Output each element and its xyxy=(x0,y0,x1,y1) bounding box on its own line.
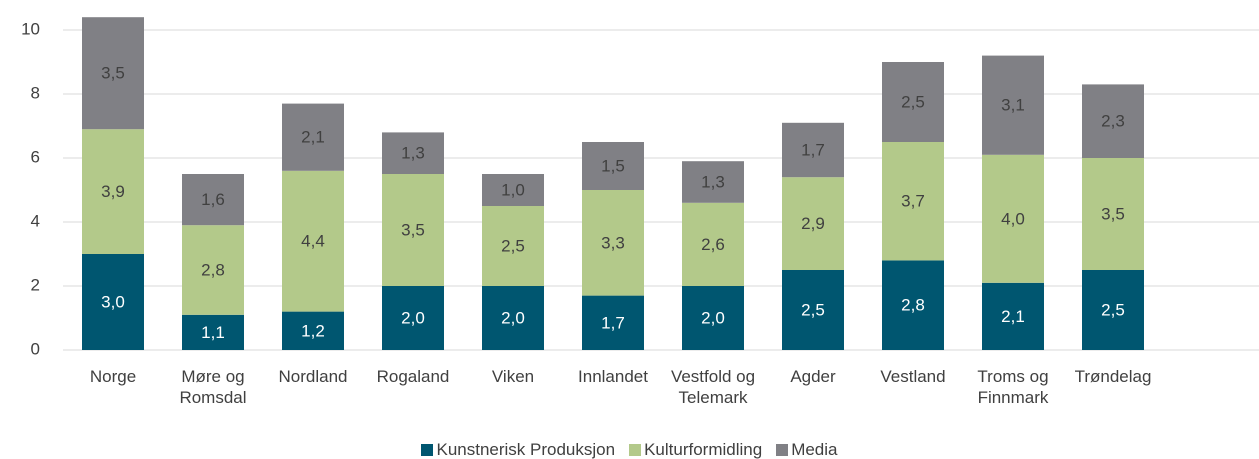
data-label: 3,5 xyxy=(1101,204,1125,223)
bar-segment xyxy=(582,142,644,190)
data-label: 1,6 xyxy=(201,190,225,209)
data-label: 2,9 xyxy=(801,214,825,233)
data-label: 1,5 xyxy=(601,156,625,175)
data-label: 4,4 xyxy=(301,232,325,251)
bar-segment xyxy=(182,225,244,315)
legend-item: Kunstnerisk Produksjon xyxy=(421,440,615,459)
bar-segment xyxy=(482,206,544,286)
bar-segment xyxy=(782,270,844,350)
data-label: 2,1 xyxy=(301,128,325,147)
bar-segment xyxy=(82,254,144,350)
bar-segment xyxy=(82,129,144,254)
data-label: 2,5 xyxy=(801,300,825,319)
data-label: 1,2 xyxy=(301,321,325,340)
x-tick-label: Vestfold og Telemark xyxy=(670,367,756,407)
bar-segment xyxy=(682,161,744,203)
legend-item: Media xyxy=(776,440,838,459)
bar-segment xyxy=(682,202,744,286)
legend-swatch xyxy=(629,444,642,456)
data-label: 2,6 xyxy=(701,235,725,254)
data-label: 1,3 xyxy=(701,172,725,191)
x-tick-label: Vestland xyxy=(880,367,946,386)
bar-segment xyxy=(682,286,744,350)
bar-segment xyxy=(882,142,944,261)
legend: Kunstnerisk Produksjon Kulturformidling Me… xyxy=(0,440,1259,459)
data-label: 2,8 xyxy=(901,296,925,315)
bar-segment xyxy=(182,314,244,350)
bar-segment xyxy=(82,17,144,130)
x-tick-label: Nordland xyxy=(278,367,348,386)
legend-swatch xyxy=(421,444,434,456)
data-label: 2,5 xyxy=(1101,300,1125,319)
data-label: 3,9 xyxy=(101,182,125,201)
bar-segment xyxy=(1082,84,1144,158)
legend-item: Kulturformidling xyxy=(629,440,762,459)
y-tick-label: 6 xyxy=(31,147,40,166)
data-label: 3,1 xyxy=(1001,96,1025,115)
x-tick-label: Agder xyxy=(790,367,836,386)
data-label: 1,7 xyxy=(601,313,625,332)
bar-segment xyxy=(982,55,1044,155)
bar-segment xyxy=(582,295,644,350)
x-tick-label: Møre og Romsdal xyxy=(179,367,247,407)
x-tick-label: Troms og Finnmark xyxy=(977,367,1049,407)
y-tick-label: 8 xyxy=(31,83,40,102)
data-label: 2,0 xyxy=(701,308,725,327)
bar-segment xyxy=(1082,270,1144,350)
bar-segment xyxy=(882,62,944,142)
x-tick-label: Norge xyxy=(89,367,137,386)
bar-segment xyxy=(182,174,244,226)
legend-swatch xyxy=(776,444,789,456)
data-label: 3,7 xyxy=(901,192,925,211)
y-tick-label: 2 xyxy=(31,275,40,294)
data-label: 3,3 xyxy=(601,233,625,252)
bar-segment xyxy=(1082,158,1144,270)
data-label: 1,7 xyxy=(801,140,825,159)
legend-label: Kunstnerisk Produksjon xyxy=(436,440,616,459)
y-tick-label: 4 xyxy=(31,211,40,230)
legend-label: Media xyxy=(791,440,838,459)
bar-segment xyxy=(382,174,444,286)
bar-segment xyxy=(882,260,944,350)
data-label: 2,5 xyxy=(501,236,525,255)
bar-segment xyxy=(282,311,344,350)
bar-segment xyxy=(982,282,1044,350)
x-tick-label: Viken xyxy=(491,367,535,386)
bar-segment xyxy=(482,174,544,206)
legend-label: Kulturformidling xyxy=(644,440,763,459)
bar-segment xyxy=(782,177,844,270)
data-label: 2,0 xyxy=(501,308,525,327)
data-label: 1,1 xyxy=(201,323,225,342)
x-tick-label: Trøndelag xyxy=(1074,367,1152,386)
data-label: 2,0 xyxy=(401,308,425,327)
x-tick-label: Innlandet xyxy=(578,367,648,386)
y-tick-label: 10 xyxy=(21,19,40,38)
data-label: 3,5 xyxy=(101,64,125,83)
bar-segment xyxy=(782,122,844,178)
bar-segment xyxy=(382,286,444,350)
data-label: 3,0 xyxy=(101,292,125,311)
bar-segment xyxy=(582,190,644,296)
data-label: 4,0 xyxy=(1001,209,1025,228)
bar-segment xyxy=(382,132,444,174)
data-label: 2,3 xyxy=(1101,112,1125,131)
x-tick-label: Rogaland xyxy=(376,367,450,386)
data-label: 2,1 xyxy=(1001,307,1025,326)
data-label: 1,0 xyxy=(501,180,525,199)
bar-segment xyxy=(982,154,1044,283)
bar-segment xyxy=(482,286,544,350)
data-label: 3,5 xyxy=(401,220,425,239)
bar-segment xyxy=(282,103,344,171)
y-tick-label: 0 xyxy=(31,339,40,358)
data-label: 2,5 xyxy=(901,92,925,111)
data-label: 2,8 xyxy=(201,260,225,279)
bar-segment xyxy=(282,170,344,312)
data-label: 1,3 xyxy=(401,144,425,163)
